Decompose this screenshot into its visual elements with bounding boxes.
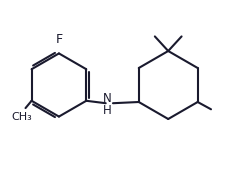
Text: F: F [55,33,62,46]
Text: N
H: N H [103,92,111,117]
Text: CH₃: CH₃ [11,112,32,122]
